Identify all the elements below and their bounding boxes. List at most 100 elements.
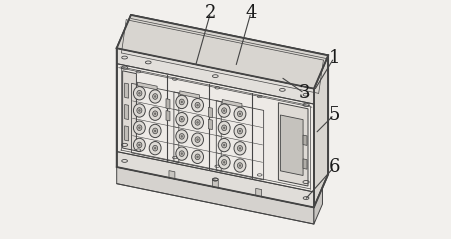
Ellipse shape [218, 156, 230, 169]
Ellipse shape [218, 104, 230, 117]
Ellipse shape [179, 134, 184, 139]
Polygon shape [303, 135, 306, 145]
Ellipse shape [175, 147, 187, 160]
Polygon shape [116, 48, 313, 207]
Ellipse shape [239, 165, 240, 166]
Ellipse shape [234, 159, 245, 172]
Ellipse shape [154, 130, 156, 132]
Ellipse shape [234, 125, 245, 138]
Ellipse shape [196, 122, 198, 123]
Ellipse shape [138, 127, 140, 129]
Polygon shape [116, 15, 327, 89]
Ellipse shape [175, 95, 187, 109]
Text: 6: 6 [327, 158, 339, 176]
Polygon shape [116, 152, 313, 207]
Ellipse shape [152, 128, 157, 134]
Ellipse shape [149, 141, 161, 155]
Ellipse shape [137, 90, 142, 96]
Ellipse shape [196, 104, 198, 106]
Ellipse shape [218, 121, 230, 135]
Ellipse shape [218, 138, 230, 152]
Ellipse shape [179, 151, 184, 157]
Ellipse shape [138, 110, 140, 111]
Ellipse shape [223, 144, 225, 146]
Ellipse shape [239, 113, 240, 115]
Polygon shape [179, 91, 199, 98]
Ellipse shape [239, 147, 240, 149]
Ellipse shape [237, 163, 242, 168]
Ellipse shape [152, 94, 157, 99]
Ellipse shape [154, 96, 156, 97]
Polygon shape [169, 171, 175, 179]
Ellipse shape [133, 121, 145, 134]
Ellipse shape [223, 110, 225, 111]
Ellipse shape [149, 124, 161, 138]
Ellipse shape [196, 156, 198, 158]
Ellipse shape [149, 107, 161, 120]
Ellipse shape [221, 108, 226, 114]
Ellipse shape [175, 130, 187, 143]
Polygon shape [222, 99, 241, 107]
Ellipse shape [194, 102, 200, 108]
Ellipse shape [137, 142, 142, 148]
Ellipse shape [154, 147, 156, 149]
Ellipse shape [194, 154, 200, 160]
Polygon shape [166, 111, 170, 121]
Ellipse shape [181, 101, 182, 103]
Ellipse shape [194, 120, 200, 125]
Ellipse shape [237, 146, 242, 151]
Ellipse shape [191, 116, 203, 129]
Polygon shape [278, 103, 307, 186]
Text: 1: 1 [327, 49, 339, 67]
Ellipse shape [237, 128, 242, 134]
Polygon shape [208, 107, 212, 118]
Ellipse shape [137, 108, 142, 113]
Text: 3: 3 [298, 84, 309, 102]
Ellipse shape [191, 98, 203, 112]
Polygon shape [124, 104, 128, 120]
Polygon shape [208, 119, 212, 130]
Polygon shape [212, 179, 218, 188]
Ellipse shape [223, 127, 225, 129]
Polygon shape [303, 159, 306, 169]
Polygon shape [122, 71, 136, 151]
Ellipse shape [149, 90, 161, 103]
Ellipse shape [191, 150, 203, 163]
Ellipse shape [191, 133, 203, 146]
Polygon shape [116, 15, 327, 89]
Ellipse shape [194, 137, 200, 142]
Ellipse shape [138, 92, 140, 94]
Ellipse shape [221, 159, 226, 165]
Ellipse shape [223, 162, 225, 163]
Ellipse shape [234, 142, 245, 155]
Polygon shape [116, 48, 313, 104]
Ellipse shape [175, 113, 187, 126]
Ellipse shape [196, 139, 198, 141]
Ellipse shape [234, 107, 245, 120]
Ellipse shape [181, 153, 182, 154]
Polygon shape [255, 188, 261, 197]
Ellipse shape [237, 111, 242, 117]
Text: 4: 4 [245, 4, 256, 22]
Ellipse shape [181, 136, 182, 137]
Ellipse shape [221, 125, 226, 131]
Ellipse shape [133, 104, 145, 117]
Polygon shape [116, 167, 313, 224]
Ellipse shape [154, 113, 156, 114]
Ellipse shape [179, 99, 184, 105]
Ellipse shape [181, 118, 182, 120]
Ellipse shape [221, 142, 226, 148]
Text: 2: 2 [204, 4, 216, 22]
Polygon shape [313, 187, 322, 224]
Polygon shape [137, 82, 157, 90]
Ellipse shape [239, 130, 240, 132]
Ellipse shape [133, 138, 145, 152]
Ellipse shape [152, 145, 157, 151]
Text: 5: 5 [328, 106, 339, 124]
Polygon shape [313, 55, 327, 207]
Polygon shape [124, 83, 128, 98]
Ellipse shape [179, 116, 184, 122]
Polygon shape [166, 99, 170, 109]
Polygon shape [280, 115, 303, 175]
Polygon shape [124, 126, 128, 141]
